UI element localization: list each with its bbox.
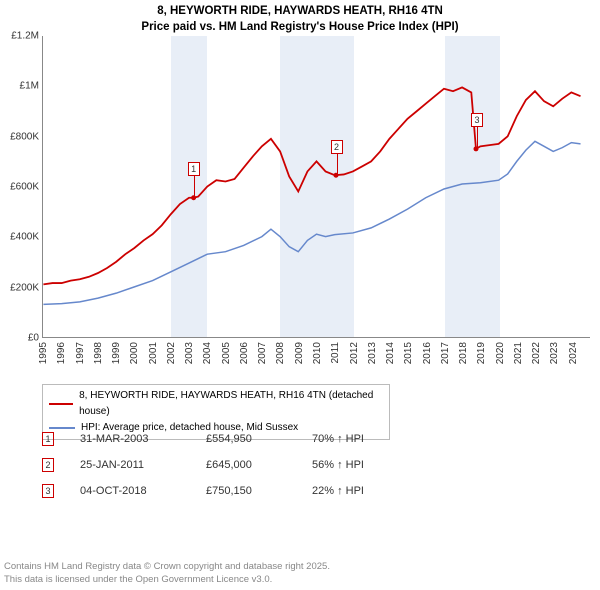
x-tick-label: 2007 — [257, 342, 268, 364]
x-tick-label: 2015 — [403, 342, 414, 364]
footer-attribution: Contains HM Land Registry data © Crown c… — [4, 561, 596, 586]
event-row: 1 31-MAR-2003 £554,950 70% ↑ HPI — [42, 426, 582, 452]
y-tick-label: £1M — [20, 81, 39, 92]
event-price: £645,000 — [206, 459, 286, 471]
x-tick-label: 2023 — [549, 342, 560, 364]
x-tick-label: 2001 — [148, 342, 159, 364]
marker-stem — [337, 154, 338, 176]
y-tick-label: £1.2M — [11, 31, 39, 42]
x-tick-label: 2010 — [312, 342, 323, 364]
x-tick-label: 2013 — [367, 342, 378, 364]
events-table: 1 31-MAR-2003 £554,950 70% ↑ HPI 2 25-JAN-201… — [42, 426, 582, 504]
event-price: £554,950 — [206, 433, 286, 445]
x-tick-label: 2016 — [422, 342, 433, 364]
event-date: 04-OCT-2018 — [80, 485, 180, 497]
x-tick-label: 1997 — [75, 342, 86, 364]
x-tick-label: 2017 — [440, 342, 451, 364]
chart-plot-area: 1 2 3 — [42, 36, 590, 338]
x-tick-label: 2011 — [330, 342, 341, 364]
legend-label: 8, HEYWORTH RIDE, HAYWARDS HEATH, RH16 4… — [79, 388, 383, 420]
x-tick-label: 2018 — [458, 342, 469, 364]
marker-stem — [194, 176, 195, 198]
x-tick-label: 2006 — [239, 342, 250, 364]
x-tick-label: 1999 — [111, 342, 122, 364]
x-tick-label: 2003 — [184, 342, 195, 364]
x-tick-label: 2009 — [294, 342, 305, 364]
x-tick-label: 2014 — [385, 342, 396, 364]
event-row: 3 04-OCT-2018 £750,150 22% ↑ HPI — [42, 478, 582, 504]
x-tick-label: 2024 — [568, 342, 579, 364]
marker-label: 3 — [471, 113, 483, 127]
x-tick-label: 2019 — [476, 342, 487, 364]
x-tick-label: 1996 — [56, 342, 67, 364]
x-tick-label: 2008 — [275, 342, 286, 364]
x-tick-label: 2012 — [349, 342, 360, 364]
x-tick-label: 2021 — [513, 342, 524, 364]
event-hpi: 56% ↑ HPI — [312, 459, 412, 471]
footer-line-2: This data is licensed under the Open Gov… — [4, 574, 596, 586]
legend-swatch — [49, 403, 73, 405]
event-row: 2 25-JAN-2011 £645,000 56% ↑ HPI — [42, 452, 582, 478]
title-line-2: Price paid vs. HM Land Registry's House … — [0, 20, 600, 36]
event-price: £750,150 — [206, 485, 286, 497]
y-tick-label: £800K — [10, 131, 39, 142]
y-tick-label: £600K — [10, 182, 39, 193]
x-tick-label: 2020 — [495, 342, 506, 364]
x-tick-label: 2004 — [202, 342, 213, 364]
y-tick-label: £200K — [10, 282, 39, 293]
event-hpi: 70% ↑ HPI — [312, 433, 412, 445]
event-hpi: 22% ↑ HPI — [312, 485, 412, 497]
x-tick-label: 2022 — [531, 342, 542, 364]
chart-title: 8, HEYWORTH RIDE, HAYWARDS HEATH, RH16 4… — [0, 0, 600, 35]
series-line-price_paid — [43, 87, 580, 284]
event-date: 25-JAN-2011 — [80, 459, 180, 471]
x-tick-label: 2002 — [166, 342, 177, 364]
footer-line-1: Contains HM Land Registry data © Crown c… — [4, 561, 596, 573]
event-date: 31-MAR-2003 — [80, 433, 180, 445]
x-tick-label: 1995 — [38, 342, 49, 364]
y-axis: £0£200K£400K£600K£800K£1M£1.2M — [0, 36, 42, 338]
marker-label: 1 — [188, 162, 200, 176]
marker-stem — [477, 127, 478, 149]
chart-lines-svg — [43, 36, 590, 337]
x-tick-label: 1998 — [93, 342, 104, 364]
event-marker-box: 1 — [42, 432, 54, 446]
x-tick-label: 2005 — [221, 342, 232, 364]
title-line-1: 8, HEYWORTH RIDE, HAYWARDS HEATH, RH16 4… — [0, 4, 600, 20]
event-marker-box: 2 — [42, 458, 54, 472]
event-marker-box: 3 — [42, 484, 54, 498]
y-tick-label: £400K — [10, 232, 39, 243]
x-tick-label: 2000 — [129, 342, 140, 364]
marker-label: 2 — [331, 140, 343, 154]
legend-row: 8, HEYWORTH RIDE, HAYWARDS HEATH, RH16 4… — [49, 388, 383, 420]
